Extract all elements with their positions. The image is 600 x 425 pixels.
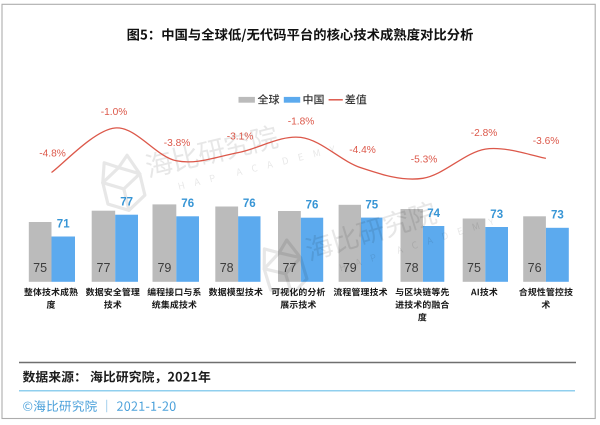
svg-text:78: 78	[220, 261, 234, 275]
svg-text:75: 75	[467, 261, 481, 275]
svg-text:-3.6%: -3.6%	[533, 136, 560, 147]
svg-text:76: 76	[181, 198, 194, 210]
svg-text:79: 79	[157, 261, 171, 275]
svg-text:-3.8%: -3.8%	[164, 138, 191, 149]
svg-text:75: 75	[33, 261, 47, 275]
svg-text:74: 74	[427, 208, 440, 220]
svg-text:77: 77	[97, 261, 111, 275]
svg-text:79: 79	[343, 261, 357, 275]
svg-text:-1.0%: -1.0%	[101, 107, 128, 118]
svg-text:-4.8%: -4.8%	[39, 149, 66, 160]
svg-text:78: 78	[405, 261, 419, 275]
svg-text:-4.4%: -4.4%	[349, 145, 376, 156]
svg-text:-3.1%: -3.1%	[227, 132, 254, 143]
svg-text:73: 73	[490, 209, 503, 221]
svg-text:-5.3%: -5.3%	[411, 155, 438, 166]
svg-text:76: 76	[306, 200, 319, 212]
svg-text:77: 77	[120, 197, 133, 209]
svg-text:-1.8%: -1.8%	[288, 117, 315, 128]
svg-text:73: 73	[551, 210, 564, 222]
svg-text:71: 71	[57, 218, 70, 230]
svg-text:76: 76	[528, 261, 542, 275]
svg-text:76: 76	[243, 198, 256, 210]
svg-text:75: 75	[365, 199, 378, 211]
svg-text:-2.8%: -2.8%	[471, 128, 498, 139]
svg-text:77: 77	[282, 261, 296, 275]
